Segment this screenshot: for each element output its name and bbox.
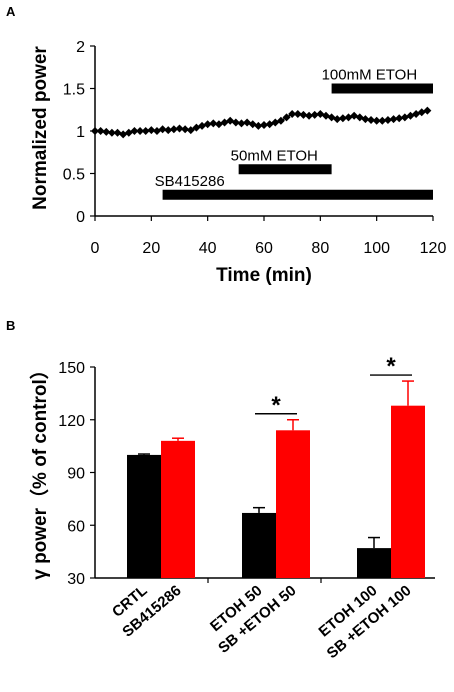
data-point — [181, 125, 190, 134]
y-axis-title-a: Normalized power — [30, 46, 51, 210]
bar — [357, 548, 391, 578]
data-point — [147, 126, 156, 135]
panel-a-label: A — [6, 4, 16, 19]
treatment-bar — [238, 164, 332, 175]
y-tick-label-a: 1 — [76, 124, 85, 141]
bars-b — [127, 380, 425, 578]
bar — [242, 512, 276, 578]
data-point — [361, 115, 370, 124]
data-point — [254, 121, 263, 130]
data-point — [136, 127, 145, 135]
treatment-bar — [331, 83, 433, 94]
bar — [161, 440, 195, 578]
x-tick-label-a: 100 — [363, 240, 390, 257]
data-point — [130, 127, 139, 135]
data-point — [231, 118, 240, 127]
data-point — [209, 119, 218, 128]
x-tick-label-a: 0 — [91, 240, 100, 257]
treatment-bar — [162, 189, 433, 200]
data-point — [96, 127, 105, 135]
data-point — [260, 121, 268, 130]
x-axis-title-a: Time (min) — [216, 265, 312, 286]
y-tick-label-b: 150 — [58, 360, 85, 377]
data-point — [164, 126, 173, 135]
data-point — [389, 115, 398, 124]
data-point — [378, 116, 387, 125]
data-point — [282, 113, 291, 122]
data-point — [237, 119, 246, 128]
data-point — [288, 110, 297, 118]
data-point — [276, 116, 285, 125]
y-axis-title-b: γ power（% of control） — [28, 360, 51, 580]
y-tick-label-b: 120 — [58, 413, 85, 430]
y-tick-label-a: 1.5 — [63, 82, 85, 99]
bar — [276, 430, 310, 578]
data-point — [102, 127, 111, 136]
y-tick-label-a: 0.5 — [63, 167, 85, 184]
panel-a: A Normalized power Time (min) 00.511.520… — [6, 4, 446, 286]
x-tick-label-a: 120 — [420, 240, 447, 257]
y-tick-label-b: 90 — [67, 466, 85, 483]
x-tick-label-a: 20 — [142, 240, 160, 257]
axes-a: 00.511.520 20 40 60 80 100 120 — [63, 39, 447, 257]
treatment-label: 100mM ETOH — [322, 67, 418, 84]
y-tick-label-a: 2 — [76, 39, 85, 56]
data-point — [367, 115, 376, 124]
data-point — [338, 114, 347, 123]
data-point — [395, 114, 404, 123]
treatment-bars: 100mM ETOH 50mM ETOH SB415286 — [155, 67, 433, 200]
data-point — [299, 110, 308, 119]
y-tick-label-b: 30 — [67, 571, 85, 588]
data-point — [141, 127, 150, 135]
x-tick-label-a: 60 — [255, 240, 273, 257]
bar — [127, 454, 161, 578]
y-tick-label-a: 0 — [76, 209, 85, 226]
data-point — [91, 127, 99, 135]
series-a — [91, 106, 432, 139]
data-point — [305, 111, 314, 120]
x-tick-label-a: 80 — [311, 240, 329, 257]
data-point — [175, 124, 184, 133]
panel-b-label: B — [6, 318, 15, 333]
significance-markers: ** — [255, 353, 412, 419]
data-point — [169, 125, 178, 134]
x-tick-label-a: 40 — [199, 240, 217, 257]
bar — [391, 405, 425, 578]
data-point — [383, 115, 392, 124]
data-point — [372, 116, 381, 125]
data-point — [158, 125, 167, 134]
data-point — [310, 110, 319, 119]
data-point — [423, 106, 432, 115]
data-point — [203, 120, 212, 129]
significance-star: * — [271, 392, 281, 419]
data-point — [107, 128, 116, 137]
significance-star: * — [386, 353, 396, 380]
y-tick-label-b: 60 — [67, 518, 85, 535]
data-point — [333, 115, 342, 124]
data-point — [186, 126, 195, 135]
data-point — [293, 110, 302, 118]
treatment-label: 50mM ETOH — [231, 147, 318, 164]
treatment-label: SB415286 — [155, 173, 225, 190]
